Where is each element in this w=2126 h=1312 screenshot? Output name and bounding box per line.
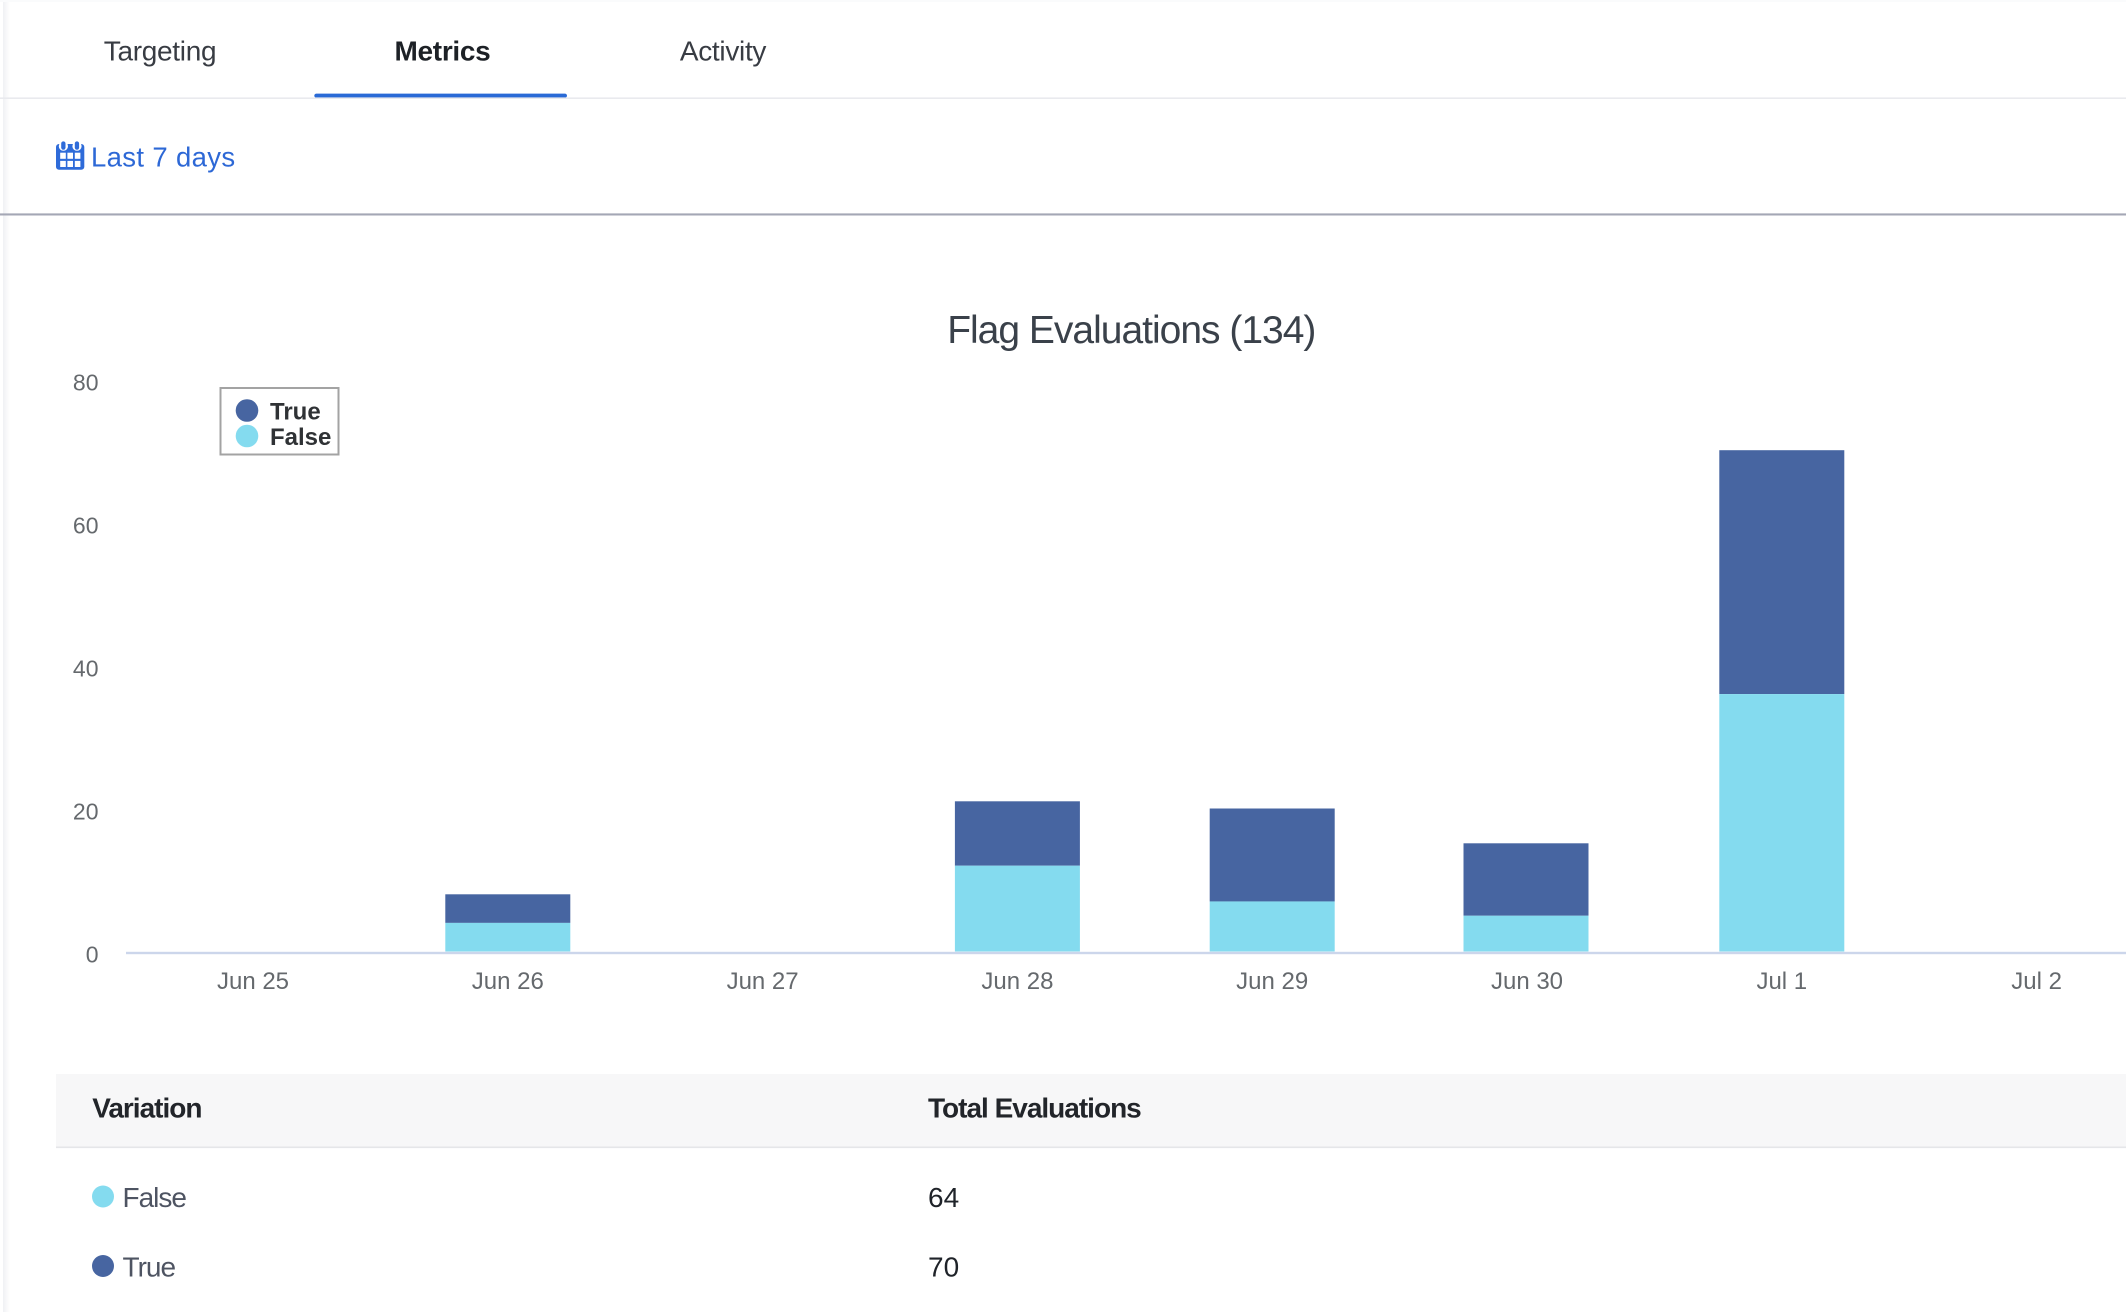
svg-text:Metrics: Metrics [395,36,491,67]
svg-text:Variation: Variation [92,1093,201,1124]
svg-text:Jun 27: Jun 27 [727,968,799,995]
svg-text:True: True [270,398,321,425]
svg-text:Jun 28: Jun 28 [981,968,1053,995]
svg-text:60: 60 [73,512,99,538]
svg-text:Jun 26: Jun 26 [472,968,544,995]
svg-text:Jun 30: Jun 30 [1491,968,1563,995]
svg-text:80: 80 [73,369,99,395]
svg-text:Activity: Activity [680,36,767,67]
svg-text:70: 70 [928,1252,959,1283]
svg-text:False: False [123,1182,187,1213]
svg-text:Targeting: Targeting [104,36,217,67]
svg-text:20: 20 [73,798,99,824]
svg-text:Flag Evaluations (134): Flag Evaluations (134) [947,309,1315,352]
svg-text:Jul 2: Jul 2 [2011,968,2062,995]
svg-text:Jun 29: Jun 29 [1236,968,1308,995]
svg-text:40: 40 [73,655,99,681]
svg-text:64: 64 [928,1182,959,1213]
svg-text:Jun 25: Jun 25 [217,968,289,995]
svg-text:Last 7 days: Last 7 days [91,141,236,172]
svg-text:0: 0 [86,941,99,967]
svg-text:True: True [123,1252,176,1283]
svg-text:False: False [270,424,331,451]
svg-text:Jul 1: Jul 1 [1756,968,1807,995]
svg-text:Total Evaluations: Total Evaluations [928,1093,1141,1124]
